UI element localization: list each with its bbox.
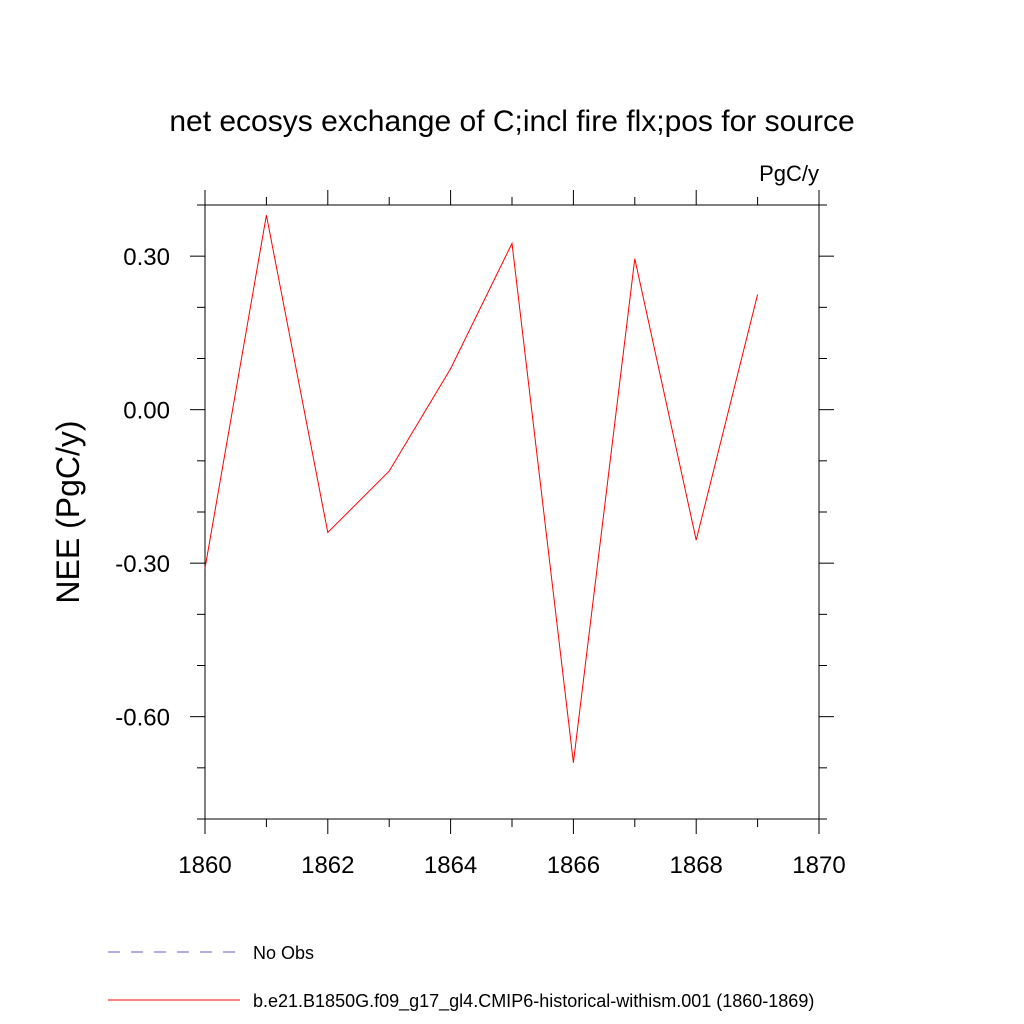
y-tick-label: -0.60 [115, 705, 170, 732]
series-line [204, 215, 759, 763]
legend: No Obs b.e21.B1850G.f09_g17_gl4.CMIP6-his… [108, 943, 814, 1012]
y-tick-labels: 0.30 0.00 -0.30 -0.60 [115, 244, 170, 732]
x-tick-label: 1862 [301, 852, 354, 879]
x-tick-label: 1864 [424, 852, 477, 879]
x-tick-label: 1870 [792, 852, 845, 879]
axis-ticks [190, 190, 834, 834]
units-label: PgC/y [759, 161, 819, 186]
chart-title: net ecosys exchange of C;incl fire flx;p… [169, 105, 854, 138]
x-tick-label: 1860 [178, 852, 231, 879]
x-tick-label: 1866 [547, 852, 600, 879]
y-tick-label: 0.00 [123, 398, 170, 425]
legend-label: b.e21.B1850G.f09_g17_gl4.CMIP6-historica… [253, 991, 814, 1012]
y-tick-label: -0.30 [115, 551, 170, 578]
y-tick-label: 0.30 [123, 244, 170, 271]
y-axis-label: NEE (PgC/y) [50, 420, 86, 603]
x-tick-label: 1868 [670, 852, 723, 879]
data-series [204, 215, 759, 763]
legend-label: No Obs [253, 943, 314, 963]
plot-frame [204, 204, 820, 820]
x-tick-labels: 1860 1862 1864 1866 1868 1870 [178, 852, 845, 879]
